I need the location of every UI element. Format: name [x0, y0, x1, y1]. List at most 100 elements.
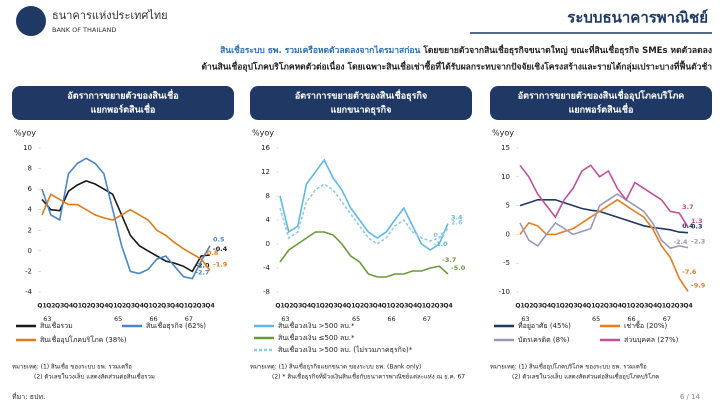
x-tick-label: Q3: [568, 303, 577, 310]
x-tick-label: Q4: [337, 303, 346, 310]
series-line: [41, 193, 211, 271]
x-tick-label: Q1: [143, 303, 152, 310]
data-label: -1.9: [213, 260, 228, 268]
chart-note: (2) ตัวเลขในวงเล็บ แสดงสัดส่วนต่อสินเชื่…: [512, 372, 659, 381]
y-tick-label: 10: [23, 144, 32, 152]
chart-title: แยกพอร์ตสินเชื่อ: [569, 103, 634, 116]
data-label: -0.4: [213, 245, 228, 253]
summary-line: สินเชื่อระบบ ธพ. รวมเครือหดตัวลดลงจากไตร…: [220, 43, 712, 56]
chart-title: อัตราการขยายตัวของสินเชื่อ: [67, 89, 178, 102]
x-tick-label: Q1: [417, 303, 426, 310]
org-name-en: BANK OF THAILAND: [52, 26, 116, 34]
x-tick-label: Q2: [560, 303, 569, 310]
y-tick-label: -8: [263, 288, 270, 296]
y-axis-label: %yoy: [492, 129, 514, 138]
y-tick-label: 0: [506, 230, 510, 238]
x-tick-label: Q3: [197, 303, 206, 310]
data-label: -1.0: [433, 240, 448, 248]
x-tick-label: Q4: [613, 303, 622, 310]
year-label: 63: [521, 315, 529, 323]
y-tick-label: 5: [506, 202, 510, 210]
x-tick-label: Q3: [533, 303, 542, 310]
year-label: 65: [352, 315, 360, 323]
series-line: [519, 193, 689, 250]
x-tick-label: Q1: [108, 303, 117, 310]
data-label: -2.4: [673, 238, 688, 246]
x-tick-label: Q1: [621, 303, 630, 310]
x-tick-label: Q4: [64, 303, 73, 310]
y-tick-label: 4: [28, 206, 33, 214]
data-label: 2.6: [451, 218, 463, 226]
year-label: 66: [627, 315, 635, 323]
x-tick-label: Q2: [524, 303, 533, 310]
x-tick-label: Q1: [346, 303, 355, 310]
x-tick-label: Q4: [373, 303, 382, 310]
y-tick-label: -4: [25, 288, 33, 296]
y-tick-label: 8: [28, 165, 32, 173]
x-tick-label: Q3: [399, 303, 408, 310]
summary-text: โดยขยายตัวจากสินเชื่อธุรกิจขนาดใหญ่ ขณะท…: [420, 43, 712, 56]
chart-title: แยกพอร์ตสินเชื่อ: [91, 103, 156, 116]
year-label: 67: [185, 315, 193, 323]
x-tick-label: Q2: [46, 303, 55, 310]
chart-title: แยกขนาดธุรกิจ: [331, 105, 392, 116]
x-tick-label: Q4: [135, 303, 144, 310]
year-label: 63: [43, 315, 51, 323]
legend-label: สินเชื่ออุปโภคบริโภค (38%): [40, 335, 127, 344]
legend-label: สินเชื่อวงเงิน >500 ลบ.*: [278, 321, 355, 330]
x-tick-label: Q4: [170, 303, 179, 310]
x-tick-label: Q3: [435, 303, 444, 310]
x-tick-label: Q4: [302, 303, 311, 310]
data-label: 0.5: [433, 231, 445, 239]
y-tick-label: 6: [28, 185, 33, 193]
x-tick-label: Q3: [161, 303, 170, 310]
year-label: 66: [149, 315, 157, 323]
y-tick-label: -10: [499, 288, 510, 296]
x-tick-label: Q3: [293, 303, 302, 310]
x-tick-label: Q1: [179, 303, 188, 310]
logo: [16, 6, 46, 36]
x-tick-label: Q2: [188, 303, 197, 310]
x-tick-label: Q4: [99, 303, 108, 310]
legend-label: เช่าซื้อ (20%): [624, 319, 668, 330]
data-label: -0.8: [204, 249, 219, 257]
summary-line: ด้านสินเชื่ออุปโภคบริโภคหดตัวต่อเนื่อง โ…: [202, 60, 713, 73]
panel-header: [490, 86, 712, 120]
legend-label: สินเชื่อรวม: [40, 321, 73, 330]
year-label: 67: [423, 315, 431, 323]
y-tick-label: 0: [266, 240, 270, 248]
x-tick-label: Q4: [648, 303, 657, 310]
x-tick-label: Q2: [666, 303, 675, 310]
x-tick-label: Q4: [683, 303, 692, 310]
summary-highlight: สินเชื่อระบบ ธพ. รวมเครือหดตัวลดลงจากไตร…: [220, 43, 420, 56]
year-label: 65: [114, 315, 122, 323]
data-label: -2.3: [691, 238, 705, 246]
x-tick-label: Q1: [73, 303, 82, 310]
chart-title: อัตราการขยายตัวของสินเชื่อธุรกิจ: [295, 89, 427, 102]
series-line: [279, 231, 449, 278]
x-tick-label: Q2: [117, 303, 126, 310]
x-tick-label: Q3: [126, 303, 135, 310]
x-tick-label: Q2: [152, 303, 161, 310]
legend-label: บัตรเครดิต (8%): [518, 336, 570, 344]
chart-note: หมายเหตุ: (1) สินเชื่อธุรกิจแยกขนาด ของร…: [250, 363, 421, 371]
x-tick-label: Q2: [82, 303, 91, 310]
x-tick-label: Q3: [364, 303, 373, 310]
x-tick-label: Q2: [595, 303, 604, 310]
chart-note: (2) ตัวเลขในวงเล็บ แสดงสัดส่วนต่อสินเชื่…: [34, 372, 155, 381]
x-tick-label: Q2: [320, 303, 329, 310]
y-axis-label: %yoy: [252, 129, 274, 138]
y-tick-label: 10: [501, 173, 510, 181]
legend-label: ที่อยู่อาศัย (45%): [518, 321, 571, 330]
y-tick-label: -2: [25, 267, 32, 275]
data-label: 3.7: [682, 203, 694, 211]
series-line: [519, 164, 689, 228]
data-label: 0.3: [691, 223, 703, 231]
data-label: -3.7: [442, 256, 456, 264]
legend-label: ส่วนบุคคล (27%): [624, 336, 679, 344]
data-label: -7.6: [682, 268, 697, 276]
series-line: [41, 180, 211, 273]
x-tick-label: Q2: [630, 303, 639, 310]
y-tick-label: 15: [501, 144, 510, 152]
